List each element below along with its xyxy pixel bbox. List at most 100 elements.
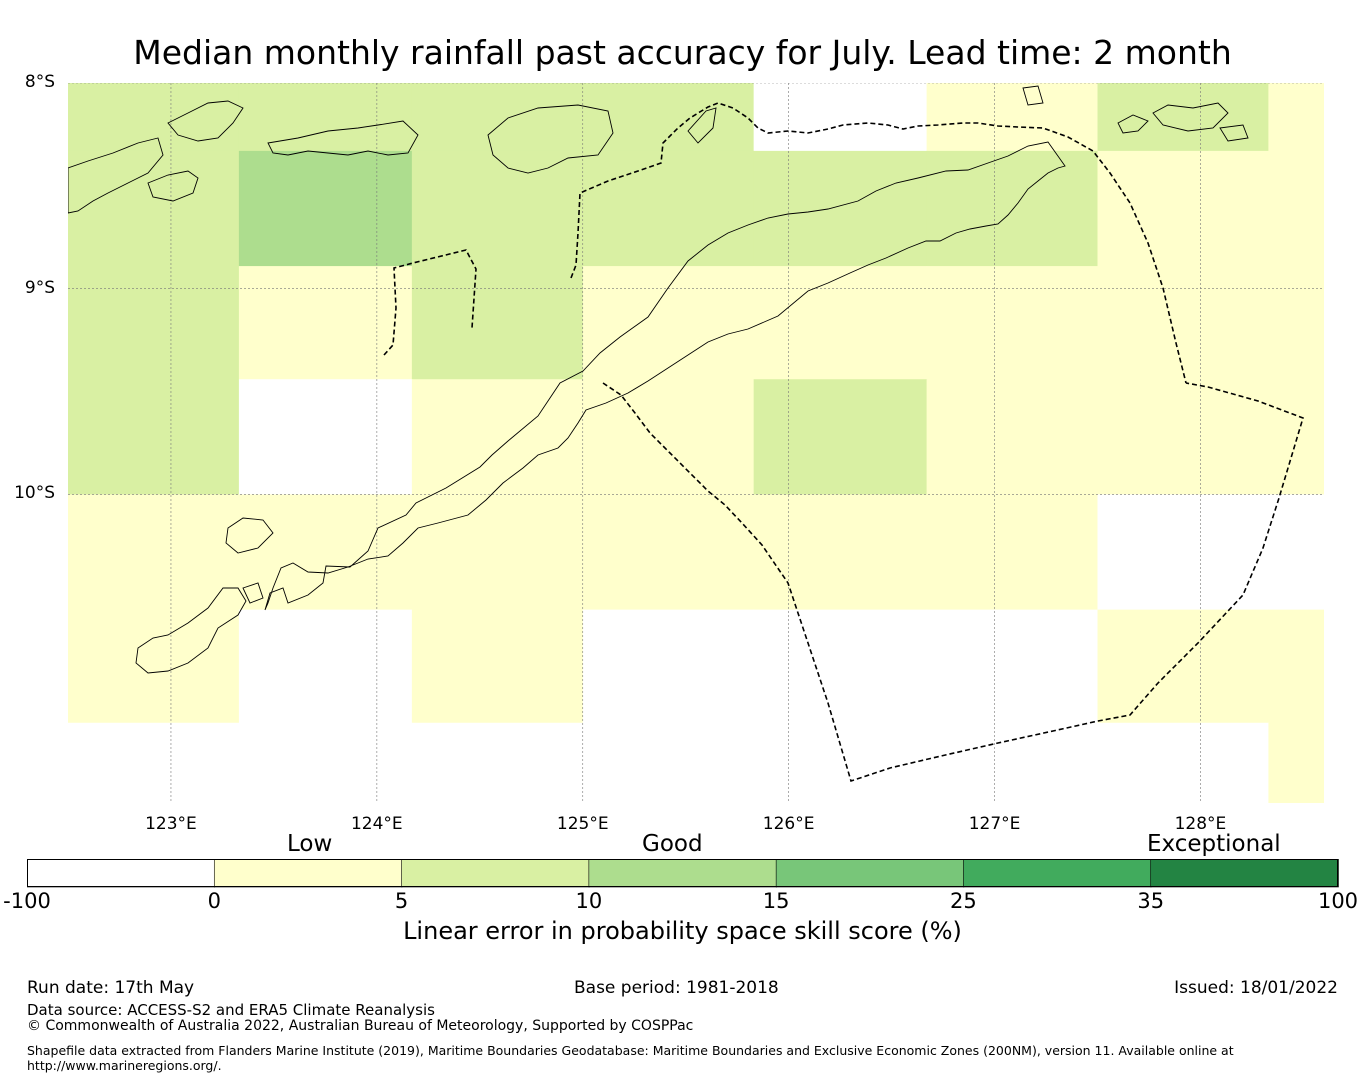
category-low: Low bbox=[287, 831, 333, 857]
colorbar-tick-label: 15 bbox=[762, 889, 790, 913]
skill-cell bbox=[238, 609, 413, 724]
lat-label: 9°S bbox=[24, 277, 55, 298]
skill-cell bbox=[753, 266, 928, 380]
skill-cell bbox=[238, 83, 413, 152]
skill-cell bbox=[1268, 722, 1324, 803]
skill-cell bbox=[1268, 609, 1324, 724]
skill-cell bbox=[753, 379, 928, 495]
issued-date: Issued: 18/01/2022 bbox=[1174, 978, 1338, 998]
lon-label: 125°E bbox=[556, 814, 609, 834]
romang-coastline bbox=[1022, 85, 1044, 106]
skill-cell bbox=[926, 150, 1099, 267]
skill-cell bbox=[68, 150, 240, 267]
skill-cell bbox=[582, 83, 755, 152]
skill-cell bbox=[582, 609, 755, 724]
colorbar-tick-label: 10 bbox=[575, 889, 603, 913]
skill-cell bbox=[926, 379, 1099, 495]
leti-coastline bbox=[1152, 102, 1229, 132]
lon-label: 128°E bbox=[1174, 814, 1227, 834]
skill-cell bbox=[238, 379, 413, 495]
map-title: Median monthly rainfall past accuracy fo… bbox=[133, 33, 1232, 72]
skill-cell bbox=[926, 609, 1099, 724]
copyright: © Commonwealth of Australia 2022, Austra… bbox=[27, 1018, 694, 1034]
lon-label: 124°E bbox=[350, 814, 403, 834]
skill-cell bbox=[411, 150, 584, 267]
skill-cell bbox=[582, 379, 755, 495]
skill-cell bbox=[238, 150, 413, 267]
colorbar-swatch bbox=[1150, 859, 1339, 888]
alor-coastline bbox=[267, 120, 419, 156]
colorbar-swatch bbox=[27, 859, 216, 888]
skill-cell bbox=[753, 494, 928, 611]
skill-cell bbox=[926, 722, 1099, 803]
skill-cell bbox=[238, 722, 413, 803]
skill-cell bbox=[411, 266, 584, 380]
skill-map bbox=[68, 83, 1324, 803]
skill-cell bbox=[753, 150, 928, 267]
colorbar-tick-label: 0 bbox=[207, 889, 221, 913]
skill-cell bbox=[68, 494, 240, 611]
lat-label: 8°S bbox=[24, 72, 55, 92]
skill-cell bbox=[1268, 150, 1324, 267]
colorbar-tick-label: 5 bbox=[394, 889, 409, 913]
skill-cell bbox=[411, 609, 584, 724]
skill-cell bbox=[68, 722, 240, 803]
coastlines bbox=[68, 85, 1249, 674]
shapefile-url: http://www.marineregions.org/. bbox=[27, 1058, 222, 1073]
base-period: Base period: 1981-2018 bbox=[574, 978, 779, 998]
colorbar-swatch bbox=[775, 859, 965, 888]
lon-label: 123°E bbox=[145, 814, 197, 834]
skill-cell bbox=[582, 150, 755, 267]
run-date: Run date: 17th May bbox=[27, 978, 195, 998]
colorbar-swatch bbox=[213, 859, 403, 888]
solor-coastline bbox=[147, 170, 199, 202]
sumba-coastline bbox=[135, 587, 247, 674]
skill-cell bbox=[582, 722, 755, 803]
kisar-coastline bbox=[687, 107, 717, 144]
skill-cell bbox=[1268, 266, 1324, 380]
skill-cell bbox=[411, 494, 584, 611]
eez-boundary bbox=[383, 102, 1304, 783]
gridlines bbox=[68, 83, 1324, 803]
skill-cell bbox=[411, 83, 584, 152]
data-source: Data source: ACCESS-S2 and ERA5 Climate … bbox=[27, 1001, 435, 1019]
lakor-coastline bbox=[1219, 124, 1249, 142]
eez-boundary-south bbox=[602, 382, 1304, 783]
colorbar-label: Linear error in probability space skill … bbox=[403, 917, 962, 945]
timor-coastline bbox=[264, 141, 1066, 611]
skill-cell bbox=[68, 379, 240, 495]
colorbar-tick-label: 25 bbox=[950, 889, 977, 913]
skill-cell bbox=[1268, 494, 1324, 611]
eez-boundary-west bbox=[383, 249, 477, 356]
skill-cell bbox=[1268, 83, 1324, 152]
skill-cell bbox=[238, 494, 413, 611]
skill-cell bbox=[1097, 494, 1269, 611]
skill-cell bbox=[68, 266, 240, 380]
lon-label: 127°E bbox=[968, 814, 1021, 834]
category-exceptional: Exceptional bbox=[1147, 831, 1281, 857]
skill-cell bbox=[753, 83, 928, 152]
category-good: Good bbox=[642, 831, 703, 857]
skill-cell bbox=[238, 266, 413, 380]
skill-cell bbox=[1097, 379, 1269, 495]
wetar-coastline bbox=[487, 104, 614, 174]
skill-grid bbox=[68, 83, 1324, 803]
eez-boundary-north bbox=[570, 102, 1187, 384]
skill-cell bbox=[582, 266, 755, 380]
semau-coastline bbox=[242, 582, 264, 604]
skill-cell bbox=[926, 83, 1099, 152]
lat-label: 10°S bbox=[14, 483, 55, 504]
skill-cell bbox=[753, 722, 928, 803]
skill-cell bbox=[1097, 150, 1269, 267]
colorbar-swatch bbox=[588, 859, 777, 888]
colorbar-tick-label: 100 bbox=[1317, 889, 1359, 913]
flores-coastline bbox=[68, 137, 164, 214]
shapefile-credit: Shapefile data extracted from Flanders M… bbox=[27, 1043, 1234, 1058]
skill-cell bbox=[411, 722, 584, 803]
skill-cell bbox=[1097, 722, 1269, 803]
skill-cell bbox=[753, 609, 928, 724]
colorbar-swatch bbox=[401, 859, 590, 888]
skill-cell bbox=[1097, 609, 1269, 724]
skill-cell bbox=[926, 494, 1099, 611]
colorbar bbox=[27, 859, 1339, 888]
